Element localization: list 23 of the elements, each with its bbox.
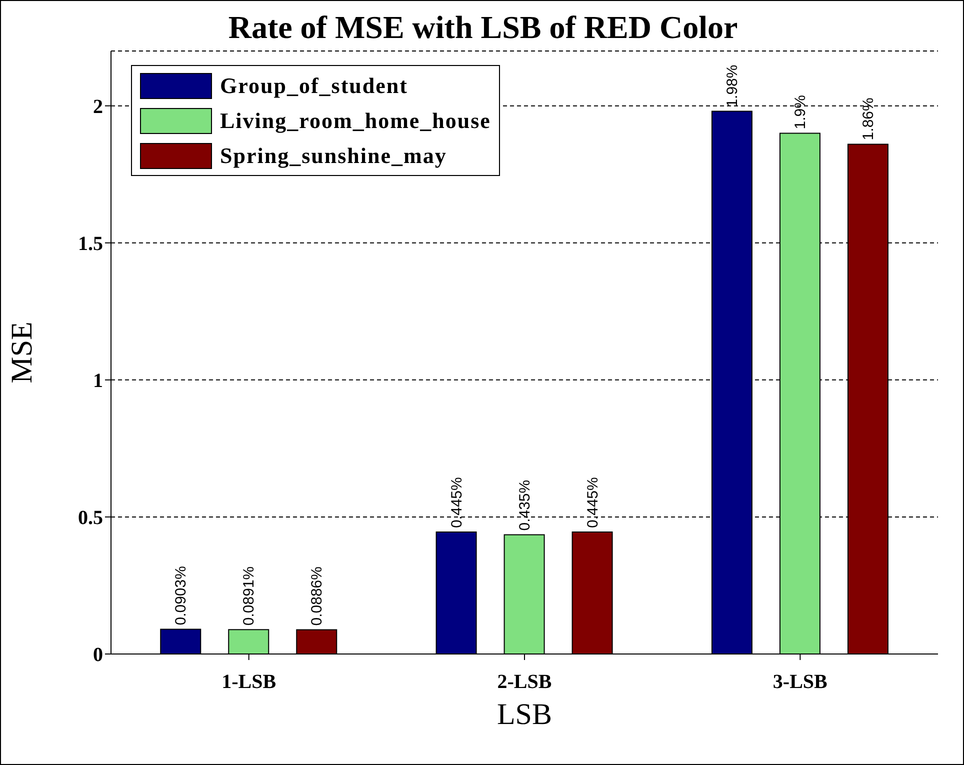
legend-label: Living_room_home_house xyxy=(220,108,491,134)
data-label: 1.86% xyxy=(860,98,877,140)
legend-label: Group_of_student xyxy=(220,72,408,98)
y-tick-label: 1 xyxy=(93,370,103,392)
data-label: 1.98% xyxy=(724,64,741,108)
data-label: 0.445% xyxy=(448,477,466,528)
data-label: 0.0903% xyxy=(172,566,190,626)
x-axis-title: LSB xyxy=(496,698,552,731)
x-tick-label: 1-LSB xyxy=(222,671,276,694)
chart-title: Rate of MSE with LSB of RED Color xyxy=(227,9,739,46)
y-tick-label: 0 xyxy=(93,644,103,666)
data-label: 0.0886% xyxy=(308,566,326,626)
y-axis-title: MSE xyxy=(6,322,39,384)
y-tick-label: 2 xyxy=(93,96,103,118)
y-tick-label: 1.5 xyxy=(78,232,103,255)
data-label: 0.445% xyxy=(584,477,602,528)
data-label: 0.435% xyxy=(516,480,534,531)
data-label: 1.9% xyxy=(792,95,809,130)
y-tick-label: 0.5 xyxy=(78,507,103,530)
data-label: 0.0891% xyxy=(240,566,258,626)
legend-label: Spring_sunshine_may xyxy=(220,142,447,168)
x-tick-label: 2-LSB xyxy=(497,671,552,694)
x-tick-label: 3-LSB xyxy=(772,671,828,694)
